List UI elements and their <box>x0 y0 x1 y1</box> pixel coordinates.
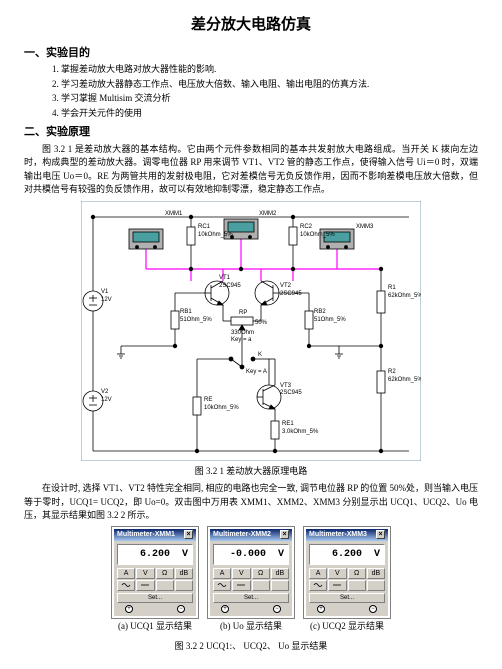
svg-text:10kOhm_5%: 10kOhm_5% <box>204 405 239 411</box>
svg-text:R2: R2 <box>388 369 396 375</box>
sec2-title: 二、实验原理 <box>24 124 478 141</box>
mm3-cap: (c) UCQ2 显示结果 <box>304 620 390 634</box>
probe-plus: + <box>125 605 133 613</box>
para-1: 图 3.2 1 是差动放大器的基本结构。它由两个元件参数相同的基本共发射放大电路… <box>24 143 478 197</box>
mm2-value: -0.000 V <box>213 544 289 565</box>
fig1-caption: 图 3.2 1 差动放大器原理电路 <box>24 465 478 479</box>
multimeter-xmm1: Multimeter-XMM1 × 6.200 V A V Ω dB Set...… <box>112 527 198 619</box>
mm2-cap: (b) Uo 显示结果 <box>208 620 294 634</box>
close-icon[interactable]: × <box>376 530 385 539</box>
svg-text:VT1: VT1 <box>219 275 231 281</box>
svg-text:V2: V2 <box>101 389 109 395</box>
probe-minus: − <box>177 605 185 613</box>
svg-text:3.0kOhm_5%: 3.0kOhm_5% <box>282 429 319 435</box>
svg-text:2SC945: 2SC945 <box>219 283 241 289</box>
mm3-value: 6.200 V <box>309 544 385 565</box>
svg-text:XMM1: XMM1 <box>165 211 183 217</box>
circuit-figure: XMM1 XMM2 XMM3 RC1 10kOhm_5% RC2 10kOhm_… <box>81 201 421 461</box>
svg-text:51Ohm_5%: 51Ohm_5% <box>180 317 212 323</box>
svg-text:RC2: RC2 <box>300 224 313 230</box>
para-2: 在设计时, 选择 VT1、VT2 特性完全相同, 相应的电路也完全一致, 调节电… <box>24 482 478 523</box>
multimeter-xmm2: Multimeter-XMM2× -0.000 V AVΩdB Set... +… <box>208 527 294 619</box>
page-title: 差分放大电路仿真 <box>24 14 478 37</box>
goal-3: 3. 学习掌握 Multisim 交流分析 <box>52 92 478 106</box>
sec1-title: 一、实验目的 <box>24 45 478 62</box>
svg-text:VT3: VT3 <box>280 383 292 389</box>
svg-text:12V: 12V <box>101 297 112 303</box>
svg-text:62kOhm_5%: 62kOhm_5% <box>388 377 421 383</box>
mm3-title: Multimeter-XMM3 <box>309 530 367 541</box>
svg-text:10kOhm_5%: 10kOhm_5% <box>300 232 335 238</box>
svg-text:XMM3: XMM3 <box>356 224 374 230</box>
svg-text:62kOhm_5%: 62kOhm_5% <box>388 293 421 299</box>
close-icon[interactable]: × <box>184 530 193 539</box>
svg-text:Key = A: Key = A <box>246 369 267 375</box>
svg-text:XMM2: XMM2 <box>259 211 277 217</box>
svg-text:RE1: RE1 <box>282 421 294 427</box>
svg-text:RB1: RB1 <box>180 309 192 315</box>
svg-text:330Ohm: 330Ohm <box>231 330 254 336</box>
close-icon[interactable]: × <box>280 530 289 539</box>
mm-btn-v[interactable]: V <box>136 568 154 579</box>
goal-1: 1. 掌握差动放大电路对放大器性能的影响. <box>52 63 478 77</box>
svg-text:Key = a: Key = a <box>231 337 252 343</box>
mm2-title: Multimeter-XMM2 <box>213 530 271 541</box>
mm1-cap: (a) UCQ1 显示结果 <box>112 620 198 634</box>
svg-text:K: K <box>258 352 262 358</box>
multimeter-xmm3: Multimeter-XMM3× 6.200 V AVΩdB Set... +− <box>304 527 390 619</box>
mm-btn-a[interactable]: A <box>117 568 135 579</box>
goal-2: 2. 学习差动放大器静态工作点、电压放大倍数、输入电阻、输出电阻的仿真方法. <box>52 78 478 92</box>
mm-btn-ohm[interactable]: Ω <box>156 568 174 579</box>
mm-btn-db[interactable]: dB <box>175 568 193 579</box>
svg-text:12V: 12V <box>101 397 112 403</box>
multimeter-row: Multimeter-XMM1 × 6.200 V A V Ω dB Set...… <box>24 527 478 638</box>
svg-text:51Ohm_5%: 51Ohm_5% <box>314 317 346 323</box>
svg-text:V1: V1 <box>101 289 109 295</box>
svg-text:R1: R1 <box>388 285 396 291</box>
svg-text:2SC945: 2SC945 <box>280 390 302 396</box>
goal-4: 4. 学会开关元件的使用 <box>52 107 478 121</box>
svg-text:RB2: RB2 <box>314 309 326 315</box>
goals-list: 1. 掌握差动放大电路对放大器性能的影响. 2. 学习差动放大器静态工作点、电压… <box>24 63 478 120</box>
svg-text:10kOhm_5%: 10kOhm_5% <box>198 232 233 238</box>
svg-text:VT2: VT2 <box>280 283 292 289</box>
fig2-caption: 图 3.2 2 UCQ1:、 UCQ2、 Uo 显示结果 <box>24 640 478 654</box>
svg-text:50%: 50% <box>255 320 268 326</box>
svg-text:RE: RE <box>204 397 212 403</box>
svg-text:RC1: RC1 <box>198 224 211 230</box>
svg-text:2SC945: 2SC945 <box>280 291 302 297</box>
mm-btn-ac[interactable] <box>117 580 135 591</box>
svg-text:RP: RP <box>239 310 247 316</box>
mm1-title: Multimeter-XMM1 <box>117 530 175 541</box>
mm-btn-dc[interactable] <box>136 580 154 591</box>
mm1-value: 6.200 V <box>117 544 193 565</box>
mm-set-btn[interactable]: Set... <box>117 593 193 603</box>
